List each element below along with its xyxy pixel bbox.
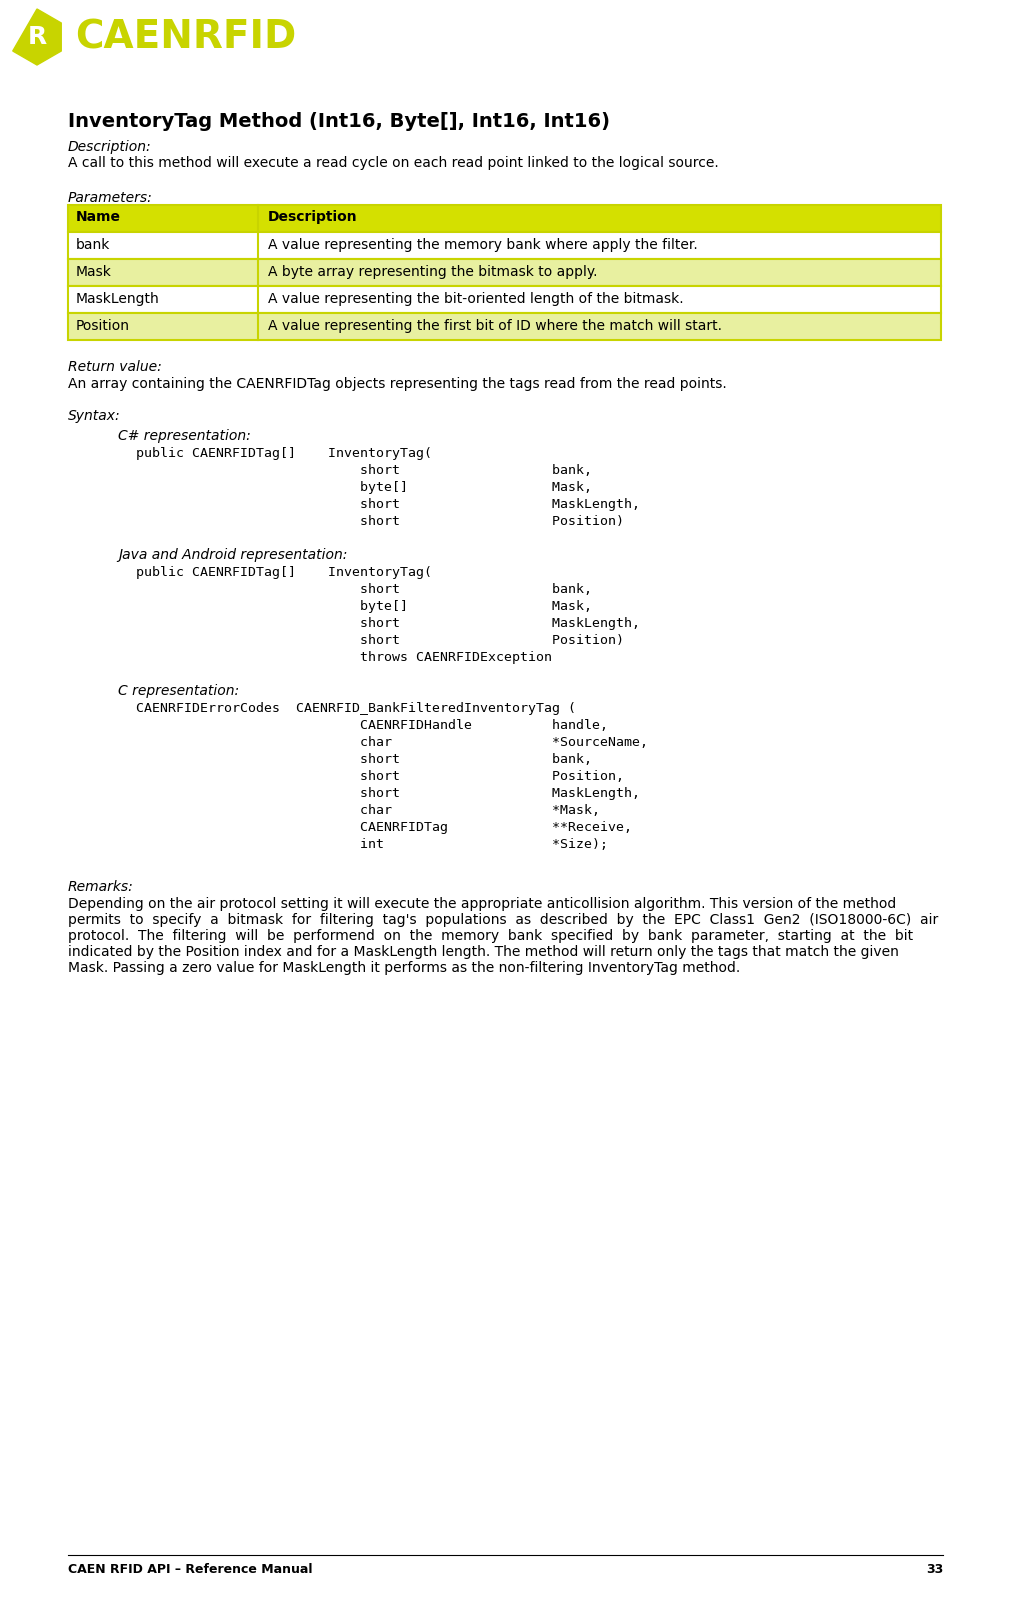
Text: A value representing the first bit of ID where the match will start.: A value representing the first bit of ID… (268, 319, 722, 333)
Text: Depending on the air protocol setting it will execute the appropriate anticollis: Depending on the air protocol setting it… (68, 897, 896, 911)
Text: protocol.  The  filtering  will  be  performend  on  the  memory  bank  specifie: protocol. The filtering will be performe… (68, 929, 913, 943)
Text: C# representation:: C# representation: (118, 429, 251, 443)
Text: Java and Android representation:: Java and Android representation: (118, 548, 348, 562)
Text: Parameters:: Parameters: (68, 191, 153, 205)
Text: MaskLength: MaskLength (76, 291, 160, 306)
Text: A value representing the bit-oriented length of the bitmask.: A value representing the bit-oriented le… (268, 291, 683, 306)
Text: A byte array representing the bitmask to apply.: A byte array representing the bitmask to… (268, 266, 598, 279)
Text: short                   MaskLength,: short MaskLength, (136, 498, 640, 511)
Text: short                   Position): short Position) (136, 516, 624, 528)
Text: byte[]                  Mask,: byte[] Mask, (136, 600, 592, 613)
Text: Position: Position (76, 319, 130, 333)
Text: CAENRFIDErrorCodes  CAENRFID_BankFilteredInventoryTag (: CAENRFIDErrorCodes CAENRFID_BankFiltered… (136, 701, 576, 716)
Text: int                     *Size);: int *Size); (136, 837, 608, 852)
Text: public CAENRFIDTag[]    InventoryTag(: public CAENRFIDTag[] InventoryTag( (136, 447, 432, 459)
Text: Name: Name (76, 210, 121, 224)
Text: CAENRFIDTag             **Receive,: CAENRFIDTag **Receive, (136, 821, 632, 834)
Text: throws CAENRFIDException: throws CAENRFIDException (136, 652, 552, 664)
Bar (68, 232, 941, 259)
Text: Syntax:: Syntax: (68, 408, 120, 423)
Text: 33: 33 (926, 1563, 943, 1575)
Text: short                   Position): short Position) (136, 634, 624, 647)
Text: short                   bank,: short bank, (136, 583, 592, 596)
Text: C representation:: C representation: (118, 684, 240, 698)
Text: short                   bank,: short bank, (136, 464, 592, 477)
Bar (68, 205, 941, 232)
Text: Mask. Passing a zero value for MaskLength it performs as the non-filtering Inven: Mask. Passing a zero value for MaskLengt… (68, 961, 740, 975)
Text: byte[]                  Mask,: byte[] Mask, (136, 480, 592, 495)
Text: InventoryTag Method (Int16, Byte[], Int16, Int16): InventoryTag Method (Int16, Byte[], Int1… (68, 112, 610, 131)
Text: CAENRFID: CAENRFID (75, 18, 296, 56)
Text: short                   Position,: short Position, (136, 770, 624, 783)
Bar (68, 314, 941, 339)
Text: Description:: Description: (68, 139, 152, 154)
Bar (68, 232, 941, 259)
Text: R: R (27, 26, 47, 50)
Bar (68, 314, 941, 339)
Text: bank: bank (76, 239, 110, 251)
Text: CAEN RFID API – Reference Manual: CAEN RFID API – Reference Manual (68, 1563, 312, 1575)
Text: char                    *SourceName,: char *SourceName, (136, 736, 648, 749)
Text: char                    *Mask,: char *Mask, (136, 804, 600, 817)
Text: indicated by the Position index and for a MaskLength length. The method will ret: indicated by the Position index and for … (68, 945, 899, 959)
Bar (68, 287, 941, 314)
Text: public CAENRFIDTag[]    InventoryTag(: public CAENRFIDTag[] InventoryTag( (136, 567, 432, 580)
Text: An array containing the CAENRFIDTag objects representing the tags read from the : An array containing the CAENRFIDTag obje… (68, 376, 727, 391)
Bar (68, 259, 941, 287)
Bar (68, 205, 941, 232)
Text: CAENRFIDHandle          handle,: CAENRFIDHandle handle, (136, 719, 608, 732)
Text: permits  to  specify  a  bitmask  for  filtering  tag's  populations  as  descri: permits to specify a bitmask for filteri… (68, 913, 938, 927)
Text: A call to this method will execute a read cycle on each read point linked to the: A call to this method will execute a rea… (68, 155, 719, 170)
Text: Mask: Mask (76, 266, 112, 279)
Polygon shape (13, 10, 62, 66)
Text: short                   MaskLength,: short MaskLength, (136, 788, 640, 800)
Text: short                   bank,: short bank, (136, 752, 592, 765)
Text: Remarks:: Remarks: (68, 881, 133, 893)
Text: short                   MaskLength,: short MaskLength, (136, 616, 640, 631)
Text: Description: Description (268, 210, 358, 224)
Text: A value representing the memory bank where apply the filter.: A value representing the memory bank whe… (268, 239, 698, 251)
Text: Return value:: Return value: (68, 360, 162, 375)
Bar (68, 259, 941, 287)
Bar (68, 287, 941, 314)
